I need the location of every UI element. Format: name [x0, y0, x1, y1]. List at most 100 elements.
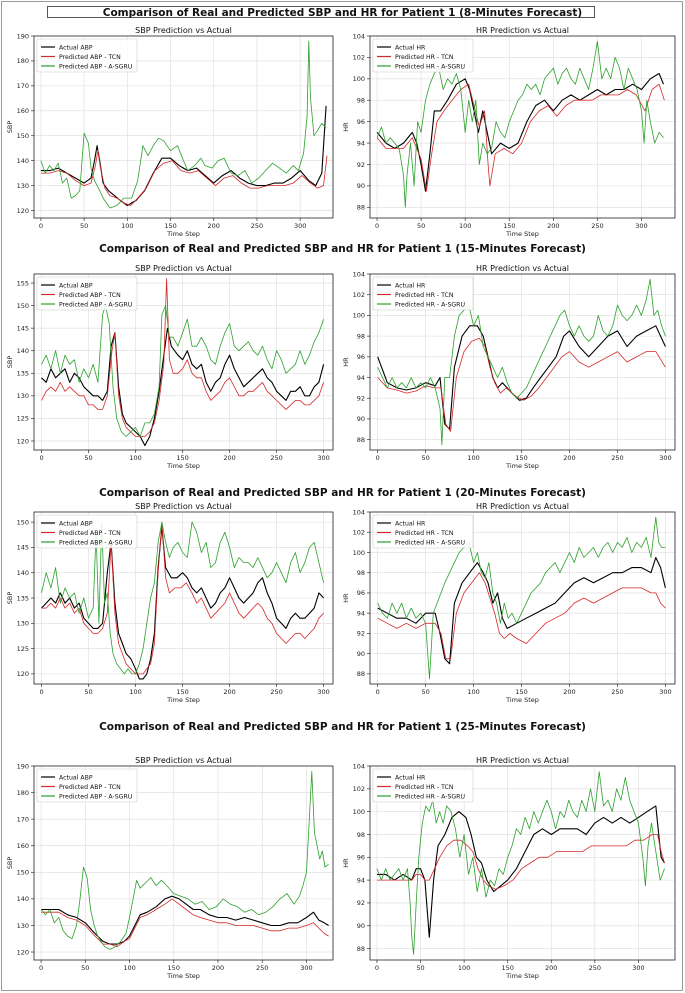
x-tick-label: 200 — [223, 688, 235, 696]
y-tick-label: 96 — [357, 854, 365, 862]
plot-frame — [33, 35, 334, 219]
x-tick-label: 0 — [39, 688, 43, 696]
y-tick-label: 90 — [357, 922, 365, 930]
legend-label: Predicted ABP - A-SGRU — [59, 301, 132, 308]
series-line-predicted-abp-tcn — [41, 521, 324, 675]
y-tick-label: 130 — [17, 620, 29, 628]
hr-chart-25min: HR Prediction vs Actual 0 50 100 150 200 250 30… — [342, 756, 676, 980]
y-axis-label: SBP — [6, 121, 14, 134]
y-tick-label: 130 — [17, 392, 29, 400]
legend-label: Predicted ABP - TCN — [59, 784, 121, 791]
legend-label: Predicted HR - A-SGRU — [395, 539, 465, 546]
y-tick-label: 104 — [353, 508, 365, 516]
y-tick-label: 102 — [353, 529, 365, 537]
x-tick-label: 250 — [611, 454, 623, 462]
y-tick-label: 130 — [17, 182, 29, 190]
x-tick-label: 150 — [501, 964, 513, 972]
x-tick-label: 50 — [421, 454, 429, 462]
x-tick-label: 300 — [635, 222, 647, 230]
legend-label: Predicted ABP - TCN — [59, 530, 121, 537]
series-line-predicted-hr-a-sgru — [377, 516, 666, 680]
x-tick-label: 0 — [375, 964, 379, 972]
y-tick-label: 100 — [353, 75, 365, 83]
series-line-predicted-abp-tcn — [41, 898, 329, 948]
x-tick-label: 250 — [270, 688, 282, 696]
y-tick-label: 190 — [17, 32, 29, 40]
y-tick-label: 100 — [353, 808, 365, 816]
y-axis-label: HR — [342, 357, 350, 367]
series-line-predicted-hr-a-sgru — [376, 41, 664, 208]
y-tick-label: 94 — [357, 876, 365, 884]
x-tick-label: 50 — [84, 688, 92, 696]
y-tick-label: 170 — [17, 815, 29, 823]
sbp-chart-15min: SBP Prediction vs Actual 0 50 100 150 200 250 3… — [6, 264, 334, 470]
x-tick-label: 50 — [417, 222, 425, 230]
series-line-predicted-hr-a-sgru — [377, 278, 666, 446]
x-axis-label: Time Step — [505, 462, 539, 470]
x-tick-label: 50 — [80, 222, 88, 230]
x-tick-label: 200 — [563, 688, 575, 696]
y-tick-label: 98 — [357, 332, 365, 340]
x-tick-label: 150 — [515, 454, 527, 462]
chart-title: SBP Prediction vs Actual — [135, 756, 232, 765]
x-tick-label: 300 — [659, 688, 671, 696]
chart-title: SBP Prediction vs Actual — [135, 264, 232, 273]
legend-label: Predicted ABP - A-SGRU — [59, 63, 132, 70]
x-tick-label: 250 — [589, 964, 601, 972]
plot-frame — [369, 511, 676, 685]
y-axis-label: SBP — [6, 356, 14, 369]
legend-label: Predicted HR - TCN — [395, 784, 454, 791]
y-tick-label: 140 — [17, 895, 29, 903]
series-line-predicted-abp-tcn — [40, 150, 328, 206]
series-line-predicted-hr-tcn — [377, 834, 665, 890]
y-tick-label: 92 — [357, 395, 365, 403]
y-tick-label: 125 — [17, 645, 29, 653]
x-tick-label: 300 — [659, 454, 671, 462]
plot-frame — [369, 765, 676, 961]
legend-box — [372, 276, 474, 311]
sbp-chart-20min: SBP Prediction vs Actual 0 50 100 150 200 250 3… — [6, 502, 334, 704]
plot-frame — [33, 273, 334, 451]
series-line-predicted-abp-a-sgru — [41, 521, 324, 675]
legend-label: Predicted HR - TCN — [395, 54, 454, 61]
legend-label: Predicted ABP - TCN — [59, 54, 121, 61]
y-tick-label: 150 — [17, 869, 29, 877]
x-tick-label: 300 — [294, 222, 306, 230]
y-tick-label: 88 — [357, 204, 365, 212]
series-line-predicted-abp-tcn — [41, 278, 324, 437]
x-tick-label: 100 — [129, 688, 141, 696]
series-line-actual-hr — [377, 325, 666, 430]
y-tick-label: 135 — [17, 370, 29, 378]
y-tick-label: 190 — [17, 762, 29, 770]
series-line-actual-hr — [377, 556, 666, 665]
legend-label: Actual ABP — [59, 774, 93, 781]
legend-label: Predicted ABP - TCN — [59, 292, 121, 299]
y-tick-label: 94 — [357, 374, 365, 382]
y-tick-label: 102 — [353, 785, 365, 793]
series-line-predicted-hr-tcn — [377, 572, 666, 660]
chart-title: SBP Prediction vs Actual — [135, 502, 232, 511]
y-tick-label: 140 — [17, 347, 29, 355]
hr-chart-20min: HR Prediction vs Actual 0 50 100 150 200 250 30… — [342, 502, 676, 704]
y-tick-label: 92 — [357, 899, 365, 907]
y-tick-label: 96 — [357, 589, 365, 597]
y-tick-label: 150 — [17, 132, 29, 140]
y-tick-label: 150 — [17, 518, 29, 526]
y-tick-label: 125 — [17, 415, 29, 423]
legend-label: Predicted ABP - A-SGRU — [59, 539, 132, 546]
y-tick-label: 155 — [17, 279, 29, 287]
x-tick-label: 250 — [251, 222, 263, 230]
x-tick-label: 100 — [129, 454, 141, 462]
y-tick-label: 90 — [357, 415, 365, 423]
x-tick-label: 0 — [39, 222, 43, 230]
x-tick-label: 250 — [270, 454, 282, 462]
x-tick-label: 150 — [503, 222, 515, 230]
series-line-predicted-hr-a-sgru — [376, 771, 665, 955]
y-tick-label: 120 — [17, 948, 29, 956]
x-tick-label: 150 — [176, 688, 188, 696]
y-tick-label: 140 — [17, 569, 29, 577]
y-tick-label: 92 — [357, 630, 365, 638]
y-tick-label: 150 — [17, 302, 29, 310]
x-tick-label: 150 — [168, 964, 180, 972]
